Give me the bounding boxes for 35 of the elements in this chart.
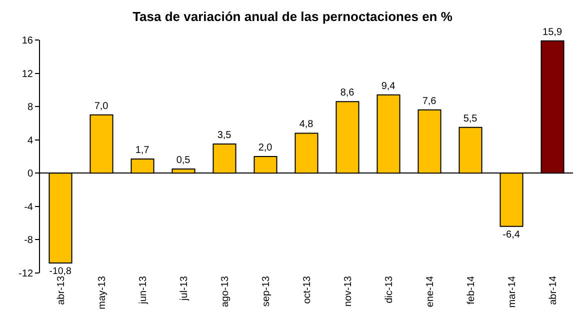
y-tick-label: 12	[22, 68, 34, 80]
data-label: 3,5	[217, 130, 232, 142]
data-label: 8,6	[340, 88, 355, 99]
y-tick-label: 4	[27, 135, 34, 146]
data-label: 15,9	[542, 26, 562, 38]
x-tick-label: may-13	[96, 276, 108, 310]
x-tick-label: feb-14	[466, 276, 477, 304]
y-tick-label: -8	[24, 235, 34, 246]
x-tick-label: sep-13	[260, 276, 272, 307]
data-label: 9,4	[381, 80, 396, 92]
y-tick-label: -12	[18, 268, 34, 280]
chart-title: Tasa de variación anual de las pernoctaciones en %	[132, 8, 453, 24]
x-tick-label: abr-13	[56, 276, 67, 305]
x-tick-label: jul-13	[178, 276, 190, 302]
data-label: 0,5	[176, 154, 191, 166]
x-tick-label: jun-13	[138, 276, 149, 305]
x-tick-label: ago-13	[220, 276, 231, 308]
data-label: -10,8	[49, 266, 72, 277]
x-tick-label: dic-13	[384, 276, 395, 304]
data-label: 5,5	[463, 113, 478, 124]
y-tick-label: 16	[22, 36, 34, 46]
data-label: 2,0	[258, 142, 273, 154]
y-tick-label: 8	[27, 102, 34, 114]
x-tick-label: ene-14	[424, 276, 436, 308]
data-label: 1,7	[135, 145, 150, 156]
data-label: 7,6	[422, 96, 437, 107]
x-tick-label: oct-13	[302, 276, 313, 304]
data-label: -6,4	[502, 229, 520, 240]
y-tick-label: -4	[24, 202, 34, 213]
y-tick-label: 0	[27, 168, 34, 180]
x-tick-label: abr-14	[548, 276, 559, 305]
x-tick-label: nov-13	[342, 276, 354, 307]
data-label: 7,0	[94, 100, 109, 112]
x-tick-label: mar-14	[506, 276, 518, 308]
data-label: 4,8	[299, 119, 314, 130]
